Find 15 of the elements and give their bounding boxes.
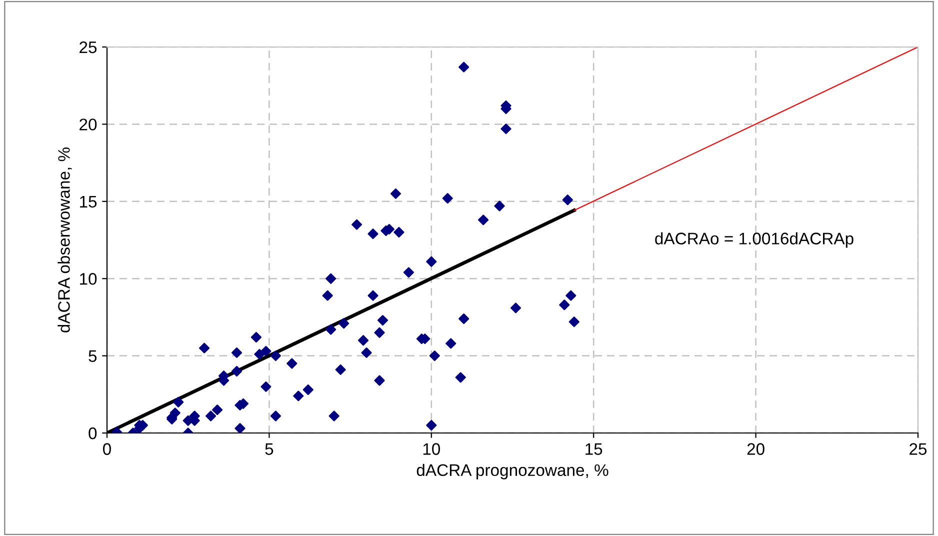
y-tick-label: 5 (88, 350, 97, 362)
y-tick-label: 20 (80, 118, 97, 130)
x-axis-title: dACRA prognozowane, % (416, 464, 608, 480)
y-tick-label: 0 (88, 427, 97, 440)
annotation: dACRAo = 1.0016dACRAp (655, 232, 854, 248)
y-axis-title: dACRA obserwowane, % (58, 147, 72, 332)
x-tick-label: 0 (103, 443, 111, 455)
y-tick-label: 25 (80, 41, 97, 54)
y-tick-label: 10 (80, 273, 97, 285)
x-tick-label: 15 (586, 443, 602, 455)
x-tick-label: 5 (265, 443, 274, 455)
x-tick-label: 10 (423, 443, 440, 455)
y-tick-label: 15 (80, 196, 97, 208)
x-tick-label: 20 (747, 443, 764, 455)
x-tick-label: 25 (910, 443, 927, 455)
